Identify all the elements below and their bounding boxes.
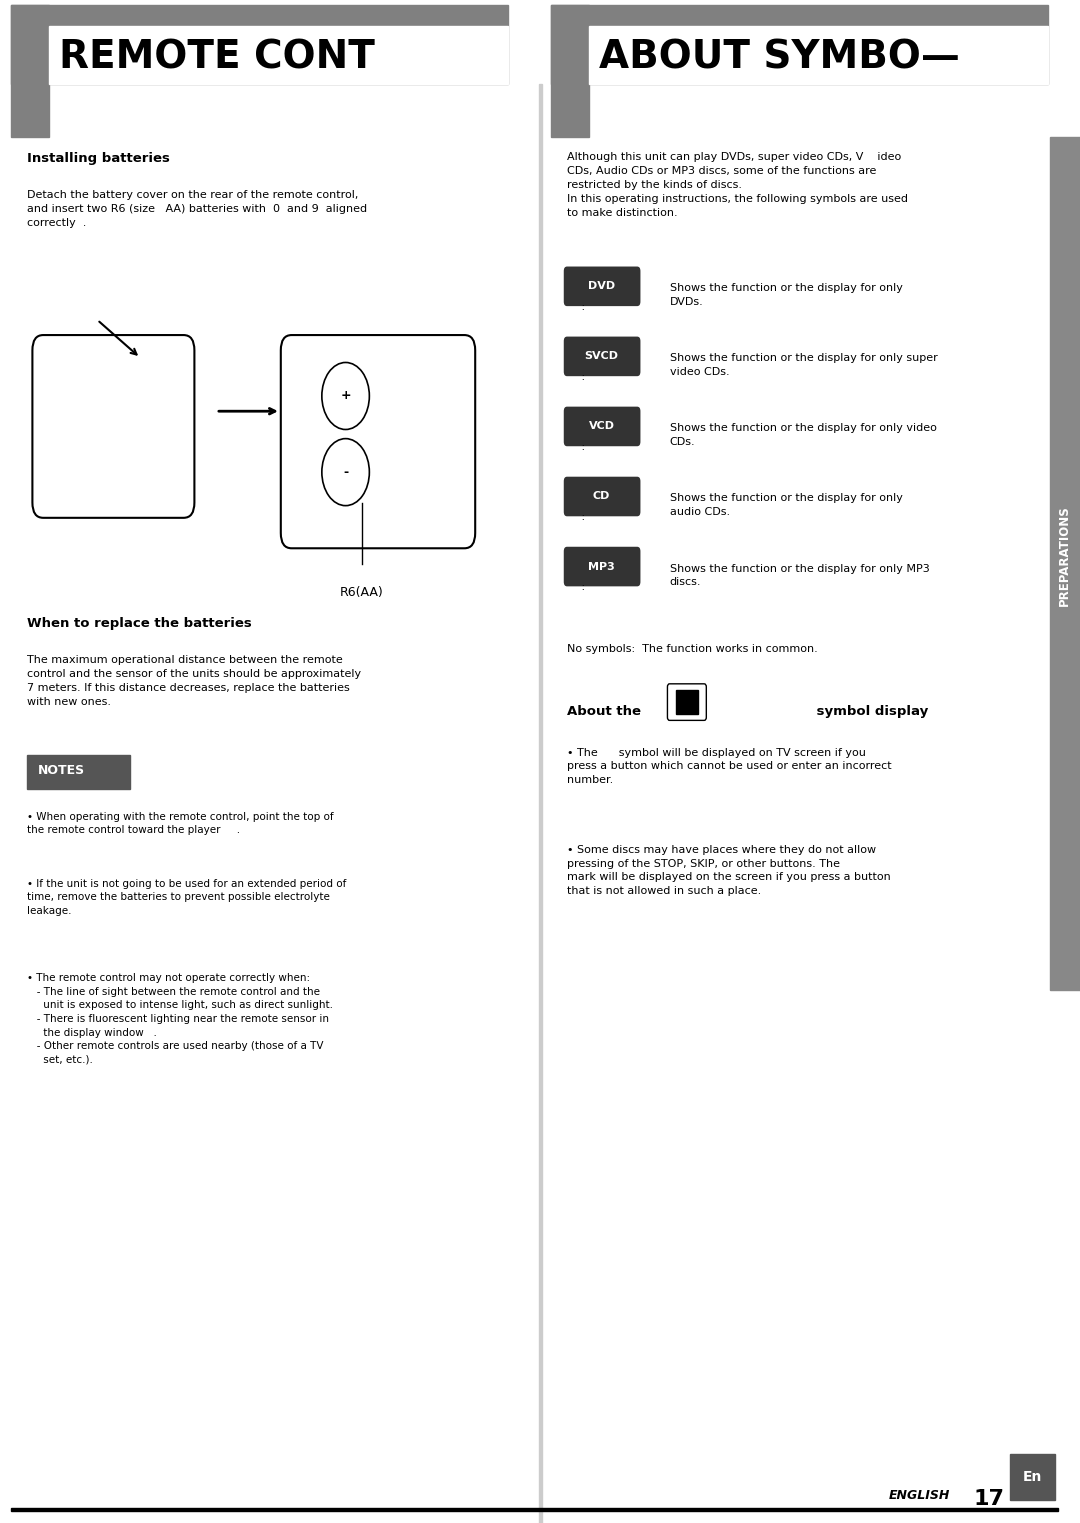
Text: • The remote control may not operate correctly when:
   - The line of sight betw: • The remote control may not operate cor… — [27, 973, 333, 1065]
Bar — [11, 5, 508, 84]
Bar — [11, 5, 49, 137]
Text: REMOTE CONT: REMOTE CONT — [59, 40, 375, 76]
Bar — [49, 26, 508, 84]
FancyBboxPatch shape — [564, 477, 640, 516]
Text: Shows the function or the display for only
audio CDs.: Shows the function or the display for on… — [670, 493, 903, 516]
Text: Although this unit can play DVDs, super video CDs, V    ideo
CDs, Audio CDs or M: Although this unit can play DVDs, super … — [567, 152, 908, 218]
FancyBboxPatch shape — [281, 335, 475, 548]
Text: No symbols:  The function works in common.: No symbols: The function works in common… — [567, 644, 818, 655]
Text: • If the unit is not going to be used for an extended period of
time, remove the: • If the unit is not going to be used fo… — [27, 879, 347, 915]
Text: R6(AA): R6(AA) — [340, 586, 383, 600]
Text: 17: 17 — [973, 1488, 1004, 1509]
Text: About the: About the — [567, 705, 646, 719]
Bar — [11, 1508, 1058, 1511]
Text: NOTES: NOTES — [38, 765, 85, 777]
FancyBboxPatch shape — [564, 267, 640, 306]
Text: VCD: VCD — [589, 422, 615, 431]
FancyBboxPatch shape — [564, 337, 640, 376]
Text: • Some discs may have places where they do not allow
pressing of the STOP, SKIP,: • Some discs may have places where they … — [567, 845, 891, 896]
Text: ENGLISH: ENGLISH — [889, 1489, 950, 1502]
Text: symbol display: symbol display — [812, 705, 929, 719]
Bar — [1050, 137, 1080, 990]
Text: En: En — [1023, 1470, 1042, 1485]
Text: • When operating with the remote control, point the top of
the remote control to: • When operating with the remote control… — [27, 812, 334, 835]
Text: Shows the function or the display for only super
video CDs.: Shows the function or the display for on… — [670, 353, 937, 376]
FancyBboxPatch shape — [564, 547, 640, 586]
Text: DVD: DVD — [588, 282, 616, 291]
Text: SVCD: SVCD — [584, 352, 619, 361]
FancyBboxPatch shape — [32, 335, 194, 518]
Text: :: : — [578, 302, 585, 312]
Bar — [551, 5, 1048, 84]
Text: MP3: MP3 — [589, 562, 615, 571]
Text: Detach the battery cover on the rear of the remote control,
and insert two R6 (s: Detach the battery cover on the rear of … — [27, 190, 367, 228]
Text: • The      symbol will be displayed on TV screen if you
press a button which can: • The symbol will be displayed on TV scr… — [567, 748, 892, 784]
Text: When to replace the batteries: When to replace the batteries — [27, 617, 252, 631]
Text: CD: CD — [593, 492, 610, 501]
Bar — [551, 5, 589, 137]
FancyBboxPatch shape — [667, 684, 706, 720]
Text: Shows the function or the display for only video
CDs.: Shows the function or the display for on… — [670, 423, 936, 446]
Bar — [676, 690, 698, 714]
Text: +: + — [340, 390, 351, 402]
Text: -: - — [343, 466, 348, 478]
Text: :: : — [578, 442, 585, 452]
Text: The maximum operational distance between the remote
control and the sensor of th: The maximum operational distance between… — [27, 655, 361, 707]
Bar — [539, 84, 542, 1523]
Text: :: : — [578, 372, 585, 382]
Text: Shows the function or the display for only MP3
discs.: Shows the function or the display for on… — [670, 564, 930, 586]
Text: Installing batteries: Installing batteries — [27, 152, 170, 166]
Text: :: : — [578, 512, 585, 522]
FancyBboxPatch shape — [564, 407, 640, 446]
Bar — [27, 755, 130, 789]
Bar — [1010, 1454, 1055, 1500]
Text: :: : — [578, 582, 585, 592]
Text: Shows the function or the display for only
DVDs.: Shows the function or the display for on… — [670, 283, 903, 306]
Bar — [589, 26, 1048, 84]
Text: ABOUT SYMBO—: ABOUT SYMBO— — [599, 40, 960, 76]
Text: PREPARATIONS: PREPARATIONS — [1057, 506, 1071, 606]
